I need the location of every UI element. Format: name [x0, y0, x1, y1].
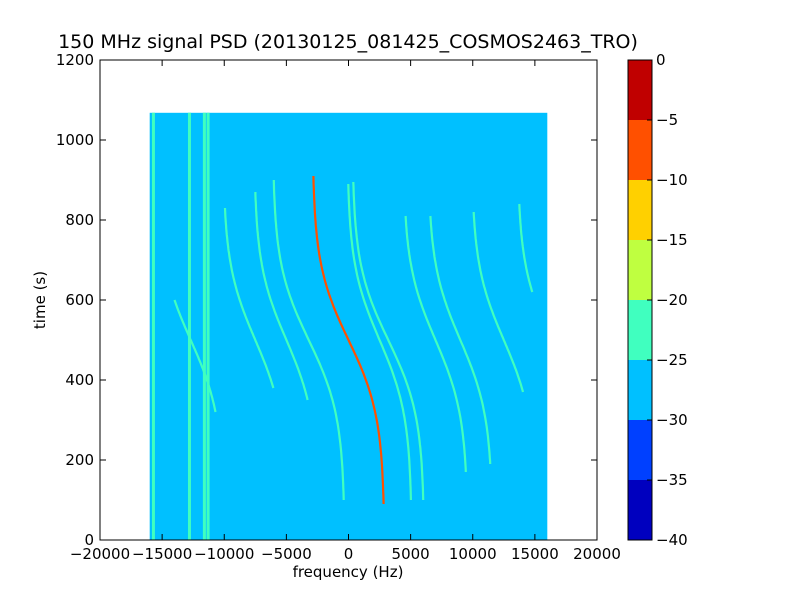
x-tick-label: 20000 [573, 545, 621, 563]
doppler-trace [312, 175, 385, 505]
y-tick-label: 1200 [56, 51, 94, 69]
doppler-trace [254, 192, 309, 401]
doppler-trace [272, 179, 345, 501]
y-tick-label: 400 [65, 371, 94, 389]
colorbar-band [628, 480, 652, 540]
doppler-trace [472, 211, 525, 393]
y-tick-label: 0 [84, 531, 94, 549]
x-tick-label: −20000 [70, 545, 130, 563]
colorbar-band [628, 240, 652, 300]
colorbar-tick-label: −40 [656, 531, 688, 549]
y-axis: 0 200 400 600 800 1000 1200 [56, 51, 597, 549]
colorbar-tick-label: −30 [656, 411, 688, 429]
colorbar-tick-label: −15 [656, 231, 688, 249]
heatmap [149, 112, 548, 541]
colorbar-tick-label: −5 [656, 111, 678, 129]
y-tick-label: 800 [65, 211, 94, 229]
doppler-trace [352, 181, 425, 501]
colorbar-band [628, 60, 652, 120]
x-tick-label: 5000 [392, 545, 430, 563]
y-tick-label: 600 [65, 291, 94, 309]
doppler-trace [518, 203, 534, 293]
y-tick-label: 200 [65, 451, 94, 469]
colorbar-band [628, 360, 652, 420]
y-axis-label: time (s) [31, 271, 49, 329]
x-axis-label: frequency (Hz) [293, 563, 404, 581]
x-tick-label: 15000 [511, 545, 559, 563]
doppler-trace [347, 183, 412, 501]
x-tick-label: −15000 [132, 545, 192, 563]
colorbar-tick-label: −20 [656, 291, 688, 309]
colorbar-tick-label: 0 [656, 51, 666, 69]
colorbar-tick-label: −10 [656, 171, 688, 189]
y-tick-label: 1000 [56, 131, 94, 149]
x-axis: −20000 −15000 −10000 −5000 0 5000 10000 15000 20… [70, 60, 621, 563]
colorbar-band [628, 420, 652, 480]
colorbar: −40 −35 −30 −25 −20 −15 −10 −5 0 [627, 51, 688, 549]
doppler-trace [223, 207, 275, 389]
doppler-trace [429, 215, 492, 465]
chart-title: 150 MHz signal PSD (20130125_081425_COSM… [58, 31, 638, 53]
x-tick-label: 0 [344, 545, 354, 563]
x-tick-label: −5000 [261, 545, 312, 563]
colorbar-tick-label: −25 [656, 351, 688, 369]
plot-area: −20000 −15000 −10000 −5000 0 5000 10000 15000 20… [56, 51, 621, 563]
doppler-trace [173, 299, 217, 413]
x-tick-label: 10000 [449, 545, 497, 563]
doppler-trace [404, 215, 467, 473]
colorbar-band [628, 300, 652, 360]
colorbar-band [628, 120, 652, 180]
colorbar-tick-label: −35 [656, 471, 688, 489]
colorbar-band [628, 180, 652, 240]
x-tick-label: −10000 [194, 545, 254, 563]
